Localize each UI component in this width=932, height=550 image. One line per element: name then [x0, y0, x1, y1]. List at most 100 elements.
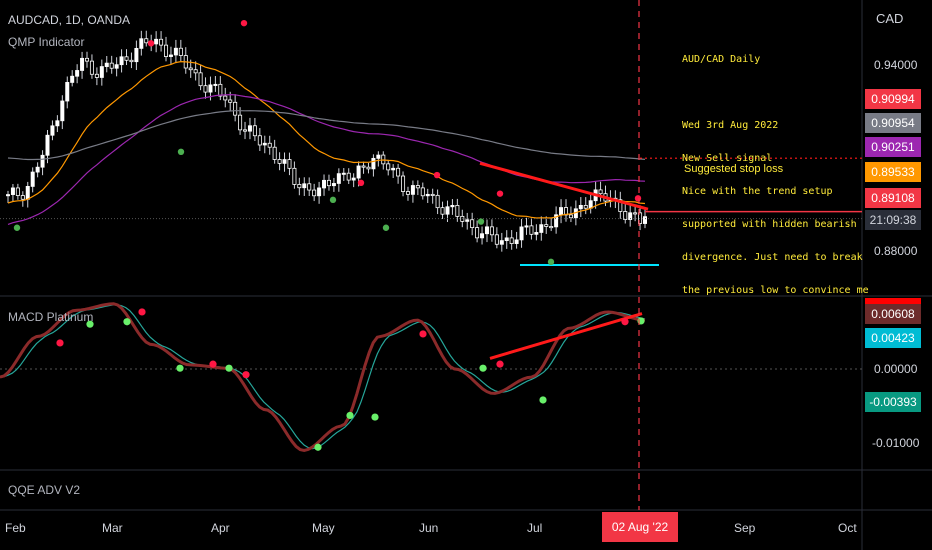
- note-line: [682, 87, 869, 98]
- candle-up: [465, 219, 470, 222]
- candle-up: [554, 214, 559, 228]
- candle-up: [119, 56, 124, 66]
- candle-up: [282, 159, 287, 164]
- candle-up: [50, 125, 55, 136]
- stop-loss-label: Suggested stop loss: [684, 163, 784, 175]
- candle-down: [494, 234, 499, 245]
- candle-up: [247, 125, 252, 132]
- time-label: Oct: [838, 521, 857, 535]
- time-label: Jul: [527, 521, 543, 535]
- macd-sell-dot: [56, 339, 64, 347]
- candle-down: [346, 172, 351, 181]
- candle-down: [297, 184, 302, 189]
- candle-up: [45, 134, 50, 156]
- macd-buy-dot: [539, 396, 547, 404]
- candle-up: [6, 194, 11, 197]
- macd-sell-dot: [496, 360, 504, 368]
- candle-down: [568, 214, 573, 219]
- macd-buy-dot: [123, 318, 131, 326]
- indicator-label-qqe: QQE ADV V2: [8, 483, 81, 497]
- candle-down: [243, 129, 248, 132]
- candle-up: [519, 226, 524, 241]
- macd-buy-dot: [479, 364, 487, 372]
- candle-down: [326, 179, 331, 187]
- note-line: Nice with the trend setup: [682, 186, 833, 197]
- candle-up: [65, 82, 70, 102]
- candle-down: [455, 205, 460, 217]
- macd-divergence-line: [489, 312, 643, 360]
- candle-up: [154, 38, 159, 45]
- macd-sell-dot: [209, 360, 217, 368]
- candle-down: [15, 187, 20, 196]
- price-tick: 0.94000: [874, 58, 918, 72]
- macd-buy-dot: [176, 364, 184, 372]
- indicator-label-qmp: QMP Indicator: [8, 35, 85, 49]
- macd-buy-dot: [314, 443, 322, 451]
- price-tag-stop: 0.90994: [865, 89, 921, 109]
- time-label: Sep: [734, 521, 756, 535]
- candle-up: [539, 224, 544, 233]
- candle-down: [405, 191, 410, 195]
- candle-down: [267, 142, 272, 148]
- buy-signal-dot: [547, 258, 555, 266]
- candle-up: [524, 225, 529, 228]
- buy-signal-dot: [382, 224, 390, 231]
- candle-down: [470, 219, 475, 228]
- candle-down: [124, 56, 129, 61]
- note-line: divergence. Just need to break: [682, 252, 863, 263]
- price-tag-ema-orange: 0.89533: [865, 162, 921, 182]
- candle-up: [322, 179, 327, 189]
- macd-line: [0, 302, 646, 453]
- candle-down: [109, 62, 114, 69]
- price-tag-sma: 0.90954: [865, 113, 921, 133]
- candle-down: [544, 224, 549, 227]
- macd-sell-dot: [138, 308, 146, 316]
- candle-down: [623, 211, 628, 220]
- time-highlight-label: 02 Aug '22: [602, 512, 678, 542]
- buy-signal-dot: [177, 148, 185, 155]
- candle-up: [262, 142, 267, 146]
- macd-sell-dot: [242, 371, 250, 379]
- candle-up: [371, 157, 376, 170]
- candle-down: [89, 60, 94, 75]
- candle-down: [401, 175, 406, 192]
- candle-down: [307, 183, 312, 191]
- sell-signal-dot: [634, 195, 642, 202]
- note-line: New Sell signal: [682, 153, 773, 164]
- candle-down: [129, 59, 134, 63]
- candle-up: [173, 47, 178, 56]
- candle-down: [618, 199, 623, 212]
- candle-down: [312, 189, 317, 197]
- candle-down: [638, 212, 643, 224]
- note-line: the previous low to convince me: [682, 285, 869, 296]
- macd-sell-dot: [419, 330, 427, 338]
- macd-tag-top: [865, 298, 921, 304]
- candle-up: [99, 66, 104, 78]
- candle-up: [75, 70, 80, 77]
- candle-down: [549, 226, 554, 229]
- candle-down: [475, 227, 480, 239]
- time-label: Mar: [102, 521, 123, 535]
- candle-up: [534, 232, 539, 235]
- candle-down: [144, 38, 149, 44]
- candle-down: [20, 195, 25, 200]
- buy-signal-dot: [329, 196, 337, 204]
- ema-orange-line: [7, 60, 646, 219]
- candle-up: [336, 173, 341, 184]
- candle-down: [272, 146, 277, 160]
- candle-down: [193, 69, 198, 74]
- candle-up: [643, 216, 648, 224]
- sell-signal-dot: [240, 19, 248, 27]
- macd-tag-hist: -0.00393: [865, 392, 921, 412]
- macd-buy-dot: [225, 364, 233, 372]
- candle-up: [134, 47, 139, 63]
- candle-down: [257, 135, 262, 146]
- macd-tag-macd: 0.00608: [865, 304, 921, 324]
- candle-up: [341, 172, 346, 175]
- sell-signal-dot: [357, 179, 365, 186]
- candle-up: [80, 57, 85, 71]
- candle-up: [60, 100, 65, 122]
- buy-signal-dot: [13, 224, 21, 231]
